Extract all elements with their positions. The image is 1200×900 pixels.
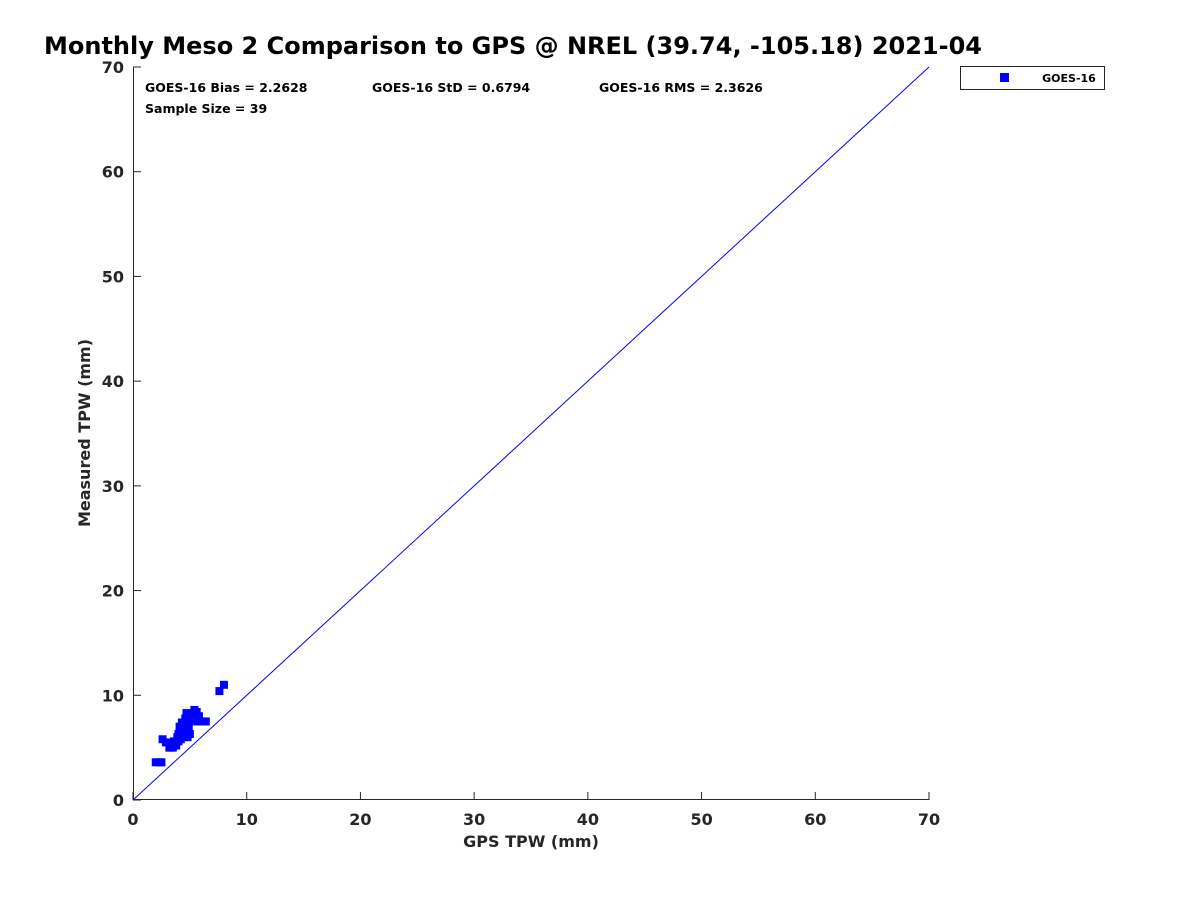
y-tick-label: 0 [113, 791, 124, 810]
y-axis-label: Measured TPW (mm) [75, 339, 94, 527]
y-tick-label: 60 [102, 163, 124, 182]
data-points [151, 680, 228, 767]
legend-marker-square-icon [1000, 73, 1009, 82]
data-point [219, 680, 228, 689]
sample-size-stat: Sample Size = 39 [145, 101, 267, 116]
x-tick-label: 30 [463, 810, 485, 829]
y-axis-ticks: 0 10 20 30 40 50 60 70 [102, 58, 141, 810]
legend-label: GOES-16 [1042, 72, 1096, 85]
rms-stat: GOES-16 RMS = 2.3626 [599, 80, 763, 95]
data-point [182, 709, 191, 718]
y-tick-label: 20 [102, 582, 124, 601]
data-point [184, 724, 193, 733]
data-point [161, 738, 170, 747]
x-axis-label: GPS TPW (mm) [463, 832, 599, 851]
data-point [185, 730, 194, 739]
data-point [157, 758, 166, 767]
legend: GOES-16 [960, 66, 1105, 90]
std-stat: GOES-16 StD = 0.6794 [372, 80, 530, 95]
data-point [171, 739, 180, 748]
x-tick-label: 40 [577, 810, 599, 829]
x-tick-label: 0 [127, 810, 138, 829]
data-point [174, 730, 183, 739]
data-point [181, 714, 190, 723]
y-tick-label: 70 [102, 58, 124, 77]
y-tick-label: 50 [102, 267, 124, 286]
x-tick-label: 70 [918, 810, 940, 829]
data-point [185, 717, 194, 726]
x-axis-ticks: 0 10 20 30 40 50 60 70 [127, 792, 940, 829]
x-tick-label: 50 [690, 810, 712, 829]
y-tick-label: 40 [102, 372, 124, 391]
data-point [192, 708, 201, 717]
one-to-one-reference-line [132, 66, 930, 801]
legend-box [960, 66, 1105, 90]
chart-title: Monthly Meso 2 Comparison to GPS @ NREL … [44, 32, 982, 60]
data-point [201, 717, 210, 726]
bias-stat: GOES-16 Bias = 2.2628 [145, 80, 307, 95]
data-point [188, 710, 197, 719]
y-tick-label: 10 [102, 686, 124, 705]
x-tick-label: 10 [236, 810, 258, 829]
data-point [215, 687, 224, 696]
plot-area: 0 10 20 30 40 50 60 70 0 10 20 30 40 50 60 70 [102, 58, 940, 829]
x-tick-label: 20 [349, 810, 371, 829]
data-point [180, 721, 189, 730]
x-tick-label: 60 [804, 810, 826, 829]
y-tick-label: 30 [102, 477, 124, 496]
data-point [194, 712, 203, 721]
